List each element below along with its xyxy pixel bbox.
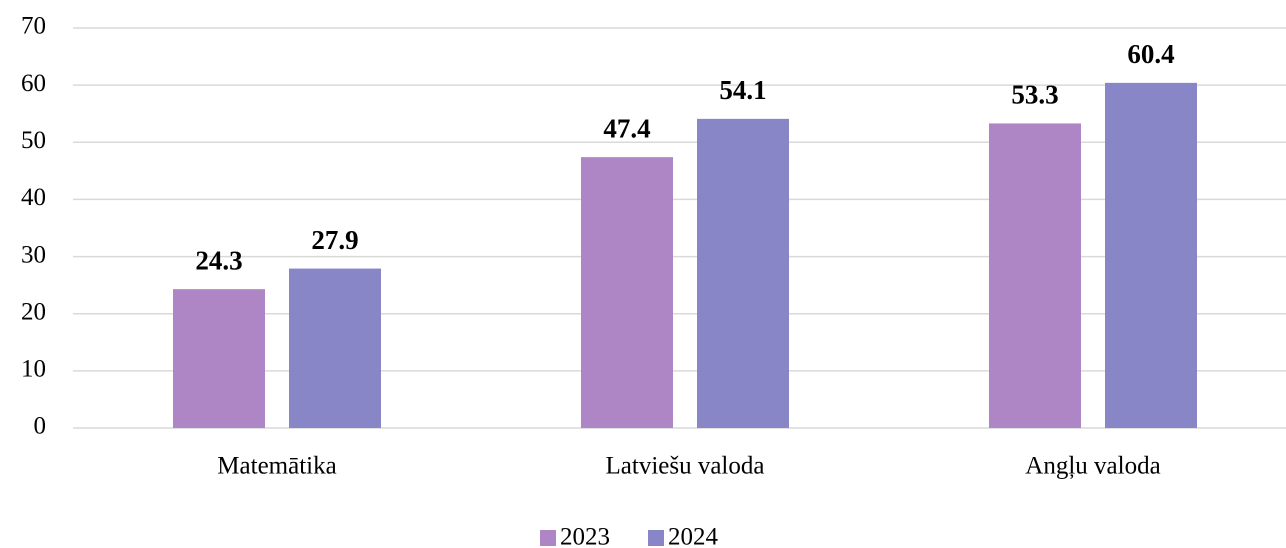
legend-swatch (648, 530, 664, 546)
y-tick-label: 40 (21, 184, 46, 211)
value-label: 24.3 (195, 245, 242, 275)
value-label: 60.4 (1127, 39, 1174, 69)
y-tick-label: 10 (21, 356, 46, 383)
value-label: 27.9 (311, 225, 358, 255)
y-tick-label: 50 (21, 127, 46, 154)
x-tick-label: Angļu valoda (1025, 453, 1160, 480)
bar (289, 268, 381, 428)
x-tick-label: Matemātika (217, 453, 336, 480)
x-tick-label: Latviešu valoda (606, 453, 765, 480)
bar (697, 118, 789, 428)
value-label: 47.4 (603, 113, 650, 143)
legend-swatch (540, 530, 556, 546)
y-tick-label: 60 (21, 70, 46, 97)
legend-label: 2023 (560, 524, 610, 548)
bar (173, 289, 265, 428)
bar (989, 123, 1081, 428)
y-tick-label: 30 (21, 241, 46, 268)
value-label: 53.3 (1011, 80, 1058, 110)
y-tick-label: 20 (21, 298, 46, 325)
bar (581, 157, 673, 428)
y-tick-label: 70 (21, 13, 46, 40)
y-tick-label: 0 (34, 413, 47, 440)
bar (1105, 82, 1197, 428)
legend-label: 2024 (668, 524, 719, 548)
value-label: 54.1 (719, 75, 766, 105)
